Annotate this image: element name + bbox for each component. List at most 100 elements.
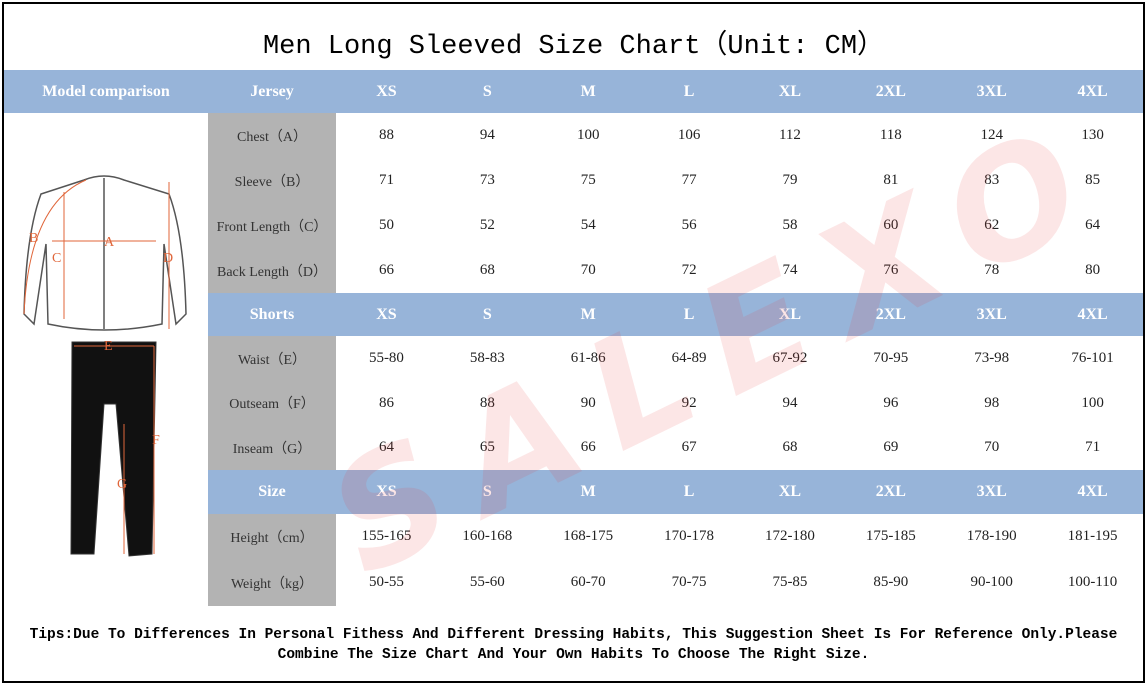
size-header: M xyxy=(537,293,639,336)
size-header: S xyxy=(436,70,538,113)
value-cell: 92 xyxy=(681,394,697,411)
value-cell: 98 xyxy=(984,394,1000,411)
value-cell: 50-55 xyxy=(368,573,404,590)
diagram-label: F xyxy=(152,433,160,448)
value-cell: 94 xyxy=(782,394,798,411)
value-cell: 88 xyxy=(479,394,495,411)
size-header: 4XL xyxy=(1042,470,1143,514)
value-cell: 52 xyxy=(479,217,495,233)
value-cell: 80 xyxy=(1085,262,1101,278)
value-cell: 72 xyxy=(681,262,697,278)
row-label: Sleeve（B） xyxy=(208,158,336,204)
value-cell: 64 xyxy=(1085,217,1101,233)
value-cell: 96 xyxy=(883,394,899,411)
size-header: XS xyxy=(336,70,437,113)
value-cell: 68 xyxy=(479,262,495,278)
size-header: 4XL xyxy=(1042,293,1143,336)
row-label: Chest（A） xyxy=(208,113,336,159)
value-cell: 90 xyxy=(580,394,596,411)
value-cell: 106 xyxy=(677,127,701,143)
value-cell: 65 xyxy=(479,439,495,456)
value-cell: 75 xyxy=(580,172,596,188)
diagram-label: G xyxy=(117,477,127,492)
value-cell: 155-165 xyxy=(361,528,412,545)
garment-diagram: A B C D E F G xyxy=(23,175,187,557)
value-cell: 118 xyxy=(879,127,902,143)
value-cell: 83 xyxy=(984,172,1000,188)
value-cell: 76-101 xyxy=(1071,349,1114,366)
size-header: 4XL xyxy=(1042,70,1143,113)
size-header: L xyxy=(638,470,740,514)
value-cell: 70 xyxy=(984,439,1000,456)
value-cell: 160-168 xyxy=(462,528,513,545)
section-header: Shorts xyxy=(208,293,336,336)
value-cell: 70 xyxy=(580,262,596,278)
size-header: XS xyxy=(336,470,437,514)
value-cell: 170-178 xyxy=(664,528,715,545)
value-cell: 100 xyxy=(1081,394,1104,411)
section-header: Jersey xyxy=(208,70,336,113)
section-header: Size xyxy=(208,470,336,514)
value-cell: 112 xyxy=(778,127,801,143)
size-header: S xyxy=(436,470,538,514)
size-header: L xyxy=(638,70,740,113)
value-cell: 85-90 xyxy=(873,573,909,590)
value-cell: 85 xyxy=(1085,172,1101,188)
value-cell: 58-83 xyxy=(469,349,505,366)
size-header: M xyxy=(537,470,639,514)
value-cell: 58 xyxy=(782,217,798,233)
value-cell: 130 xyxy=(1081,127,1104,143)
diagram-label: B xyxy=(29,231,38,246)
value-cell: 77 xyxy=(681,172,697,188)
value-cell: 71 xyxy=(378,172,394,188)
value-cell: 73-98 xyxy=(974,349,1010,366)
value-cell: 64-89 xyxy=(671,349,707,366)
value-cell: 73 xyxy=(479,172,495,188)
value-cell: 66 xyxy=(378,262,394,278)
value-cell: 70-95 xyxy=(873,349,909,366)
size-header: 2XL xyxy=(840,470,942,514)
size-header: L xyxy=(638,293,740,336)
value-cell: 100-110 xyxy=(1067,573,1118,590)
size-header: 2XL xyxy=(840,293,942,336)
title: Men Long Sleeved Size Chart（Unit: CM） xyxy=(262,32,885,62)
size-header: 3XL xyxy=(941,293,1043,336)
value-cell: 94 xyxy=(479,127,495,143)
value-cell: 76 xyxy=(883,262,899,278)
value-cell: 100 xyxy=(576,127,600,143)
value-cell: 55-80 xyxy=(368,349,404,366)
value-cell: 124 xyxy=(980,127,1003,143)
size-header: XL xyxy=(739,293,841,336)
size-header: XL xyxy=(739,70,841,113)
row-label: Outseam（F） xyxy=(208,380,336,426)
value-cell: 62 xyxy=(984,217,1000,233)
row-label: Inseam（G） xyxy=(208,425,336,471)
value-cell: 61-86 xyxy=(570,349,606,366)
value-cell: 60 xyxy=(883,217,899,233)
value-cell: 67-92 xyxy=(772,349,808,366)
value-cell: 68 xyxy=(782,439,798,456)
row-label: Weight（kg） xyxy=(208,559,336,606)
value-cell: 66 xyxy=(580,439,596,456)
size-header: S xyxy=(436,293,538,336)
value-cell: 168-175 xyxy=(563,528,614,545)
size-header: XL xyxy=(739,470,841,514)
value-cell: 75-85 xyxy=(772,573,808,590)
value-cell: 70-75 xyxy=(671,573,707,590)
value-cell: 60-70 xyxy=(570,573,606,590)
row-label: Height（cm） xyxy=(208,514,336,560)
value-cell: 88 xyxy=(378,127,394,143)
diagram-label: C xyxy=(52,251,61,266)
value-cell: 178-190 xyxy=(966,528,1017,545)
row-label: Waist（E） xyxy=(208,336,336,382)
value-cell: 86 xyxy=(378,394,394,411)
value-cell: 175-185 xyxy=(865,528,916,545)
size-header: XS xyxy=(336,293,437,336)
value-cell: 78 xyxy=(984,262,1000,278)
row-label: Front Length（C） xyxy=(208,203,336,249)
value-cell: 74 xyxy=(782,262,798,278)
value-cell: 71 xyxy=(1085,439,1101,456)
value-cell: 172-180 xyxy=(764,528,815,545)
